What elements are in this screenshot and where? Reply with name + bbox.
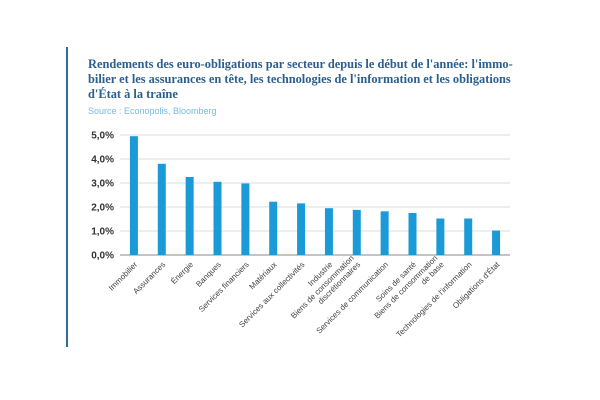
y-tick-label: 1,0% [91, 227, 114, 238]
bar [213, 181, 222, 255]
category-label: Obligations d'État [451, 260, 502, 311]
bar [129, 136, 138, 255]
y-tick-label: 2,0% [91, 203, 114, 214]
category-label-line: Services financiers [197, 260, 251, 314]
bar [352, 209, 361, 255]
chart-title: Rendements des euro-obligations par sect… [88, 57, 528, 102]
bar [269, 201, 278, 255]
category-label-line: Énergie [169, 260, 195, 286]
bar [436, 218, 445, 255]
category-label: Services financiers [197, 260, 251, 314]
category-label: Énergie [169, 260, 195, 286]
bar [157, 163, 166, 255]
bar [464, 218, 473, 255]
y-tick-label: 5,0% [91, 131, 114, 142]
y-tick-label: 0,0% [91, 251, 114, 262]
category-label-line: Banques [194, 260, 223, 289]
title-line-3: d'État à la traîne [88, 87, 178, 101]
bar [492, 230, 501, 255]
chart-source: Source : Econopolis, Bloomberg [88, 106, 217, 116]
y-tick-label: 4,0% [91, 155, 114, 166]
bar [297, 203, 306, 255]
bar [380, 211, 389, 255]
bar [241, 183, 250, 255]
y-tick-label: 3,0% [91, 179, 114, 190]
category-label-line: Obligations d'État [451, 260, 502, 311]
title-line-2: bilier et les assurances en tête, les te… [88, 72, 511, 86]
accent-bar [66, 47, 68, 347]
bar [185, 177, 194, 255]
bar [408, 213, 417, 255]
title-line-1: Rendements des euro-obligations par sect… [88, 57, 513, 71]
bar [324, 208, 333, 255]
category-label: Banques [194, 260, 223, 289]
